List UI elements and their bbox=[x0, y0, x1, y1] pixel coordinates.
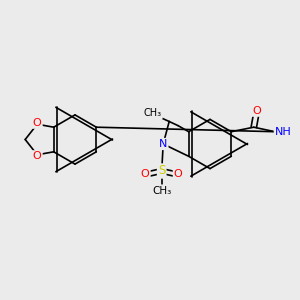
Text: O: O bbox=[174, 169, 183, 179]
Text: N: N bbox=[159, 139, 167, 149]
Text: CH₃: CH₃ bbox=[152, 185, 171, 196]
Text: CH₃: CH₃ bbox=[144, 108, 162, 118]
Text: O: O bbox=[33, 118, 42, 128]
Text: S: S bbox=[158, 164, 165, 178]
Text: NH: NH bbox=[275, 127, 292, 137]
Text: O: O bbox=[252, 106, 261, 116]
Text: O: O bbox=[33, 151, 42, 161]
Text: O: O bbox=[141, 169, 150, 179]
